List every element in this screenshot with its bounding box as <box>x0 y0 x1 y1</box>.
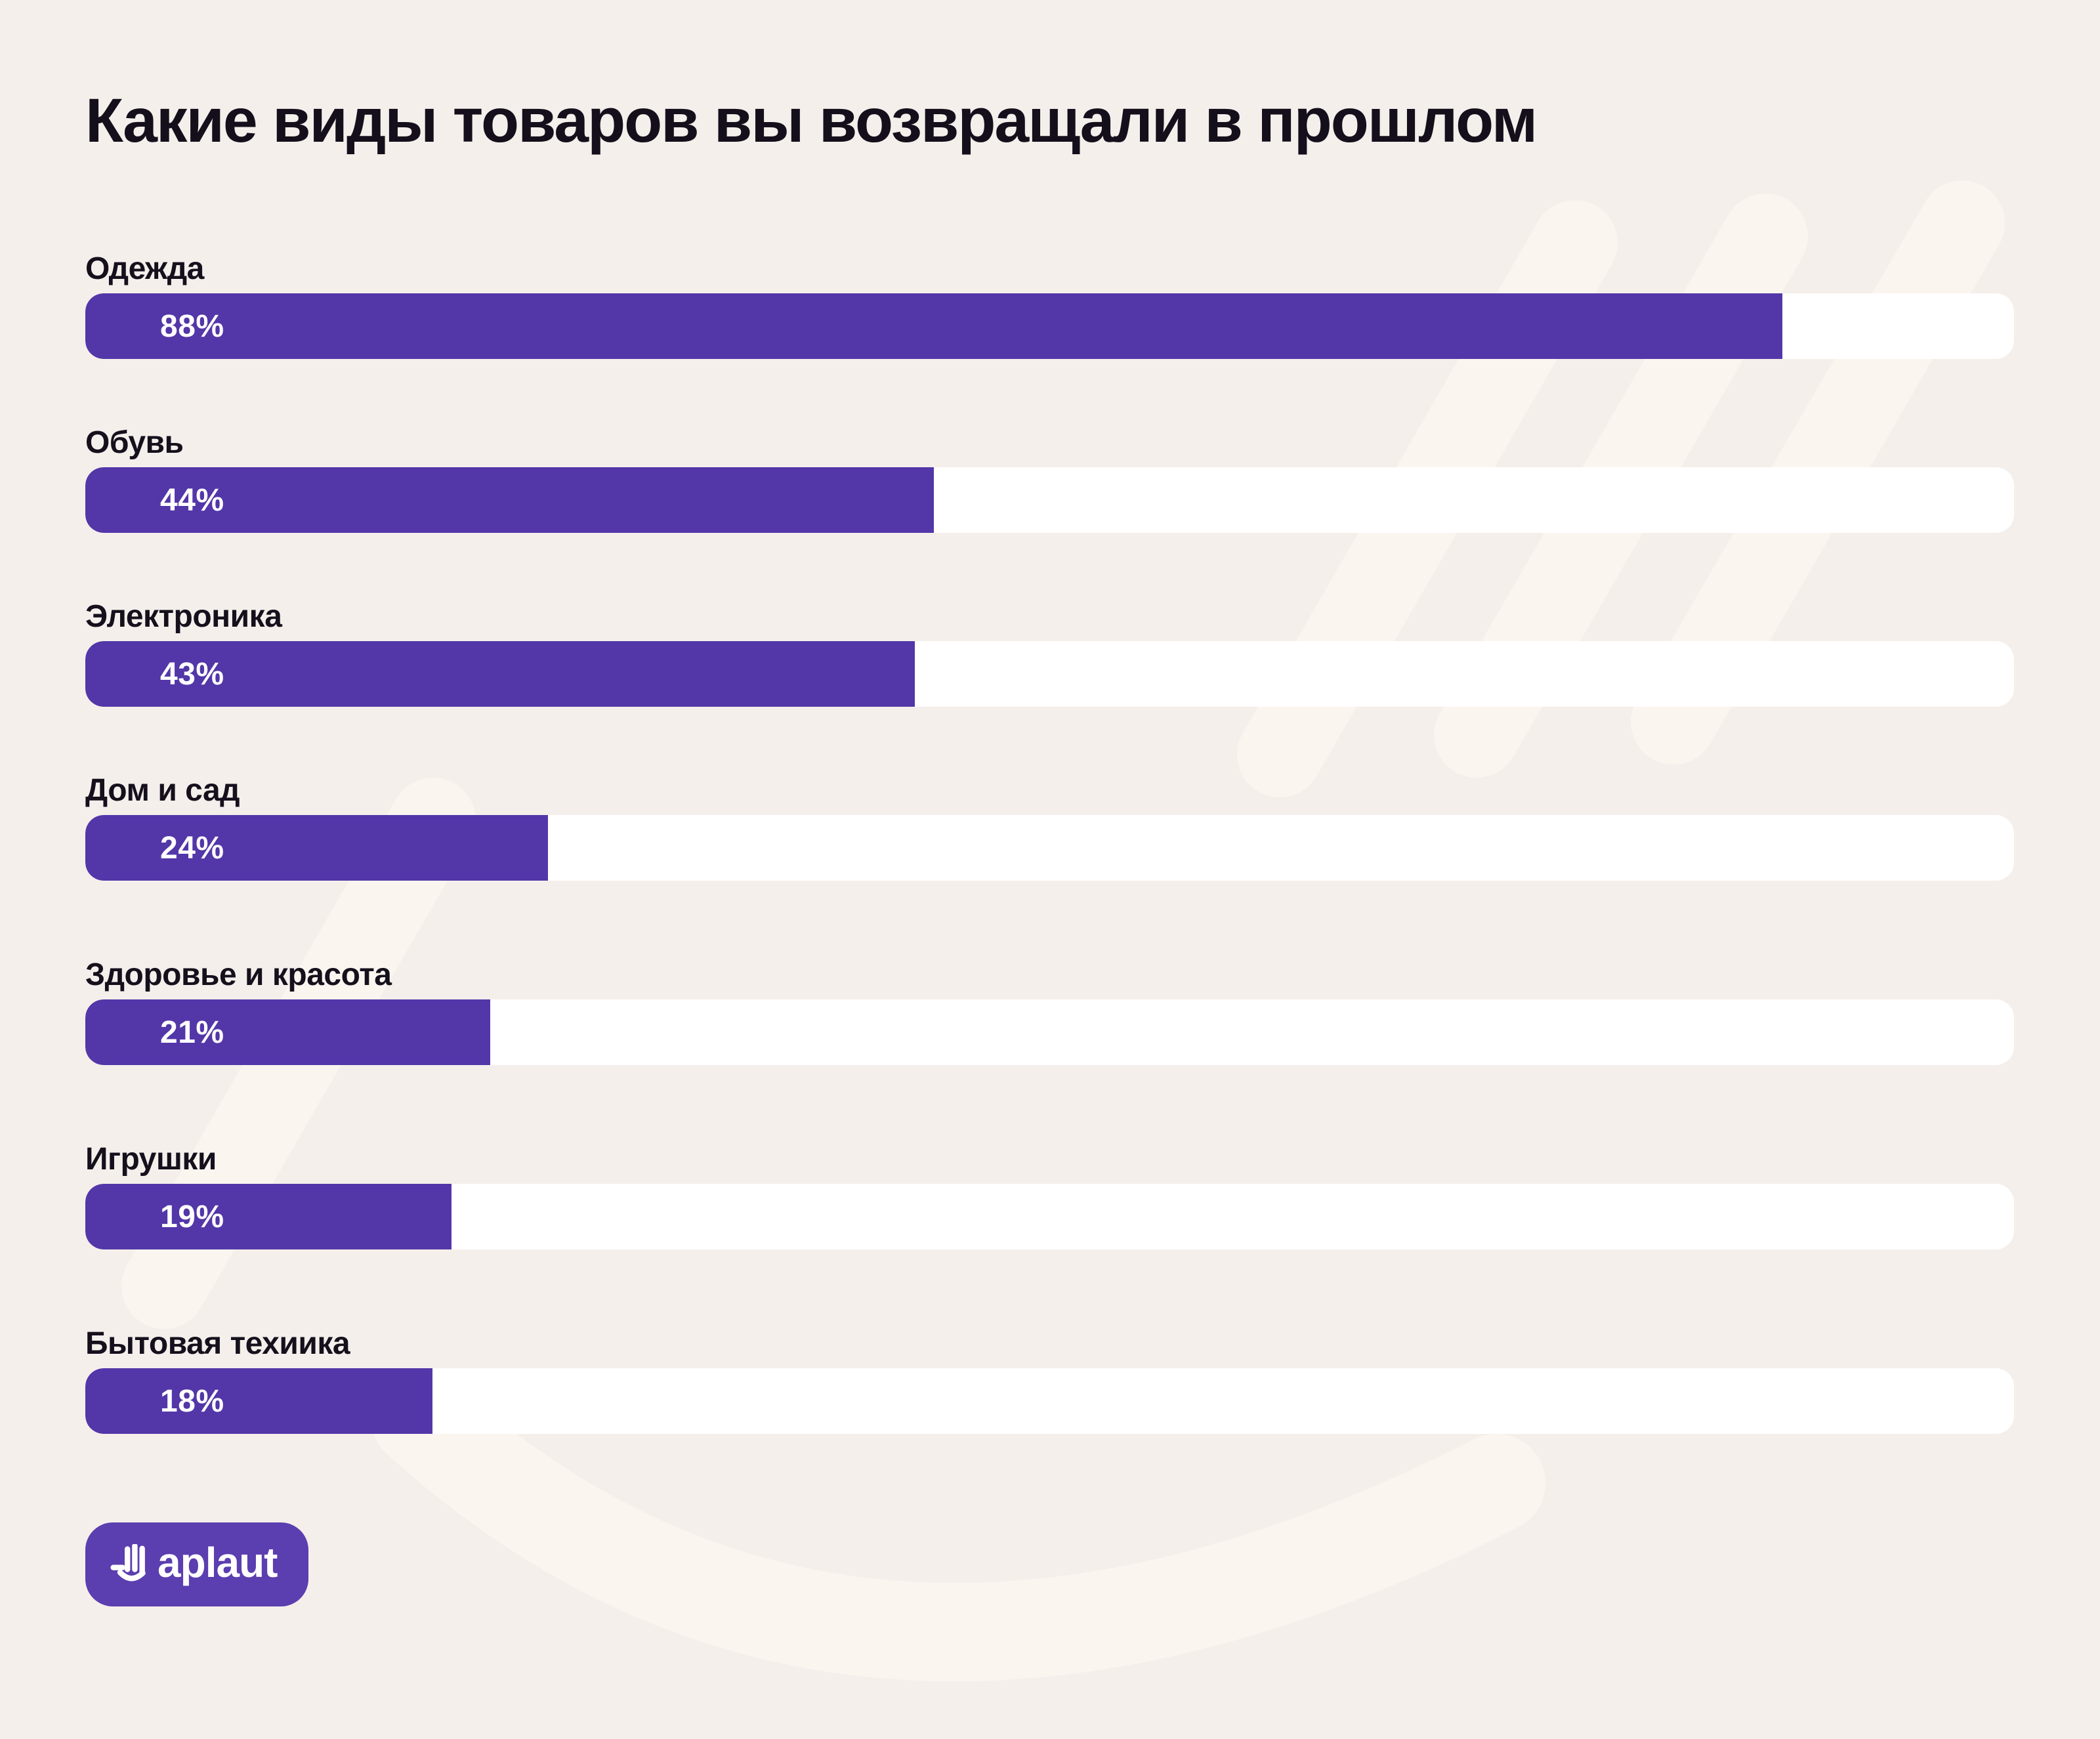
aplaut-wordmark: aplaut <box>158 1539 278 1587</box>
bar-row: Электроника 43% <box>85 598 2014 707</box>
value-label: 18% <box>160 1383 224 1419</box>
category-label: Здоровье и красота <box>85 957 392 993</box>
value-label: 43% <box>160 656 224 692</box>
bar-fill: 18% <box>85 1368 433 1435</box>
bar-row: Бытовая техиика 18% <box>85 1326 2014 1435</box>
category-label: Игрушки <box>85 1142 217 1177</box>
value-label: 24% <box>160 830 224 866</box>
value-label: 19% <box>160 1199 224 1234</box>
bar-fill: 24% <box>85 815 549 881</box>
category-label: Электроника <box>85 599 282 635</box>
value-label: 88% <box>160 308 224 344</box>
category-label: Одежда <box>85 251 204 287</box>
value-label: 44% <box>160 482 224 518</box>
bar-track: 43% <box>85 641 2014 707</box>
category-label: Бытовая техиика <box>85 1326 350 1362</box>
value-label: 21% <box>160 1015 224 1050</box>
bar-fill: 88% <box>85 293 1783 360</box>
bar-track: 21% <box>85 999 2014 1066</box>
bar-track: 24% <box>85 815 2014 881</box>
bar-track: 88% <box>85 293 2014 360</box>
bar-fill: 21% <box>85 999 491 1066</box>
bar-row: Обувь 44% <box>85 425 2014 534</box>
bar-fill: 44% <box>85 467 934 534</box>
bar-track: 44% <box>85 467 2014 534</box>
bar-row: Здоровье и красота 21% <box>85 957 2014 1066</box>
bar-fill: 43% <box>85 641 915 707</box>
category-label: Обувь <box>85 425 184 461</box>
bar-track: 19% <box>85 1184 2014 1250</box>
bar-fill: 19% <box>85 1184 452 1250</box>
bar-row: Одежда 88% <box>85 251 2014 360</box>
chart-title: Какие виды товаров вы возвращали в прошл… <box>85 86 1538 156</box>
category-label: Дом и сад <box>85 773 240 808</box>
bar-chart: Одежда 88% Обувь 44% Электроника 43% Дом… <box>85 251 2014 1435</box>
aplaut-logo: aplaut <box>85 1522 308 1607</box>
aplaut-hand-icon <box>110 1544 146 1582</box>
bar-row: Дом и сад 24% <box>85 772 2014 881</box>
bar-track: 18% <box>85 1368 2014 1435</box>
bar-row: Игрушки 19% <box>85 1141 2014 1250</box>
